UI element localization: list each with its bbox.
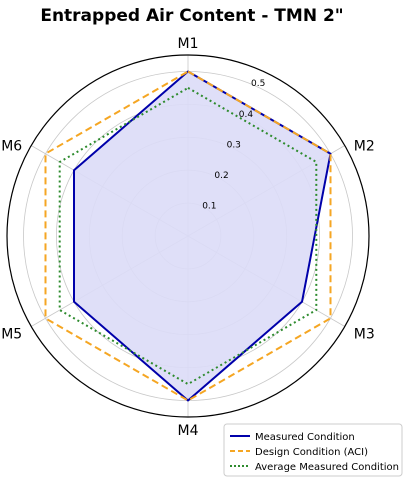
- series-layer: [44, 70, 332, 402]
- category-label-M4: M4: [178, 423, 199, 439]
- r-tick-label: 0.5: [251, 79, 265, 89]
- legend-label: Design Condition (ACI): [255, 447, 368, 458]
- outer-frame: [6, 54, 370, 418]
- series-measured-condition: [73, 70, 332, 402]
- series-average-measured-condition: [58, 86, 318, 386]
- legend: Measured Condition Design Condition (ACI)…: [223, 423, 403, 477]
- category-label-M6: M6: [1, 139, 22, 155]
- category-label-M2: M2: [354, 139, 375, 155]
- legend-label: Measured Condition: [255, 432, 355, 443]
- label-layer: 0.1 0.2 0.3 0.4 0.5 M1 M2 M3 M4 M5 M6: [1, 36, 375, 439]
- category-label-M5: M5: [1, 327, 22, 343]
- category-label-M3: M3: [354, 327, 375, 343]
- category-label-M1: M1: [178, 36, 199, 52]
- r-tick-label: 0.1: [202, 201, 216, 211]
- r-tick-label: 0.4: [239, 110, 254, 120]
- r-tick-label: 0.3: [227, 140, 241, 150]
- legend-box: [223, 423, 403, 477]
- chart-title: Entrapped Air Content - TMN 2": [40, 6, 343, 26]
- r-tick-label: 0.2: [214, 171, 228, 181]
- legend-label: Average Measured Condition: [255, 462, 399, 473]
